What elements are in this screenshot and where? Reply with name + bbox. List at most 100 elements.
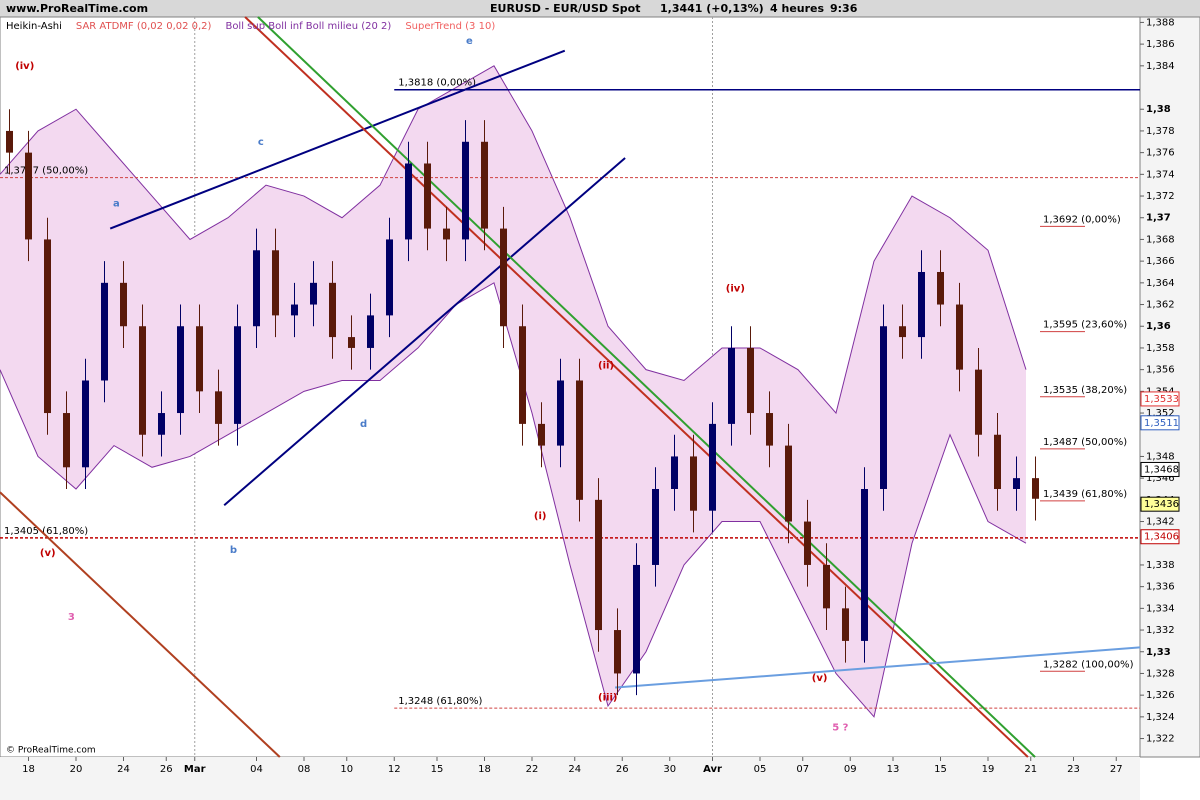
- wave-label: (iv): [15, 61, 34, 72]
- price-marker-label: 1,3468: [1144, 464, 1179, 475]
- candle-body: [614, 630, 621, 674]
- wave-label: 5 ?: [832, 723, 848, 734]
- y-tick-label: 1,356: [1146, 365, 1175, 376]
- price-marker-box: [1140, 461, 1180, 477]
- trend-line: [257, 16, 1036, 758]
- wave-label: a: [113, 199, 120, 210]
- fib-label: 1,3535 (38,20%): [1043, 385, 1127, 396]
- x-tick-label: Avr: [703, 764, 722, 775]
- price-marker-box: [1140, 415, 1180, 431]
- bollinger-upper: [0, 65, 1027, 415]
- y-tick-label: 1,374: [1146, 169, 1175, 180]
- price-marker-label: 1,3436: [1144, 499, 1179, 510]
- x-tick-label: 15: [431, 764, 444, 775]
- legend-entry: SAR ATDMF (0,02 0,02 0,2): [76, 21, 212, 32]
- candle-body: [462, 141, 469, 240]
- trend-line: [0, 491, 281, 758]
- x-tick-label: 20: [70, 764, 83, 775]
- price-marker-box: [1140, 496, 1180, 512]
- x-tick-label: 09: [844, 764, 857, 775]
- x-tick-label: 12: [388, 764, 401, 775]
- wave-label: d: [360, 419, 367, 430]
- header-bar: [0, 0, 1200, 17]
- candle-body: [310, 282, 317, 305]
- candle-body: [386, 239, 393, 316]
- period: 4 heures: [770, 2, 824, 15]
- x-axis-area: [0, 757, 1140, 800]
- candle-body: [956, 304, 963, 370]
- candle-body: [880, 326, 887, 489]
- candle-body: [367, 315, 374, 348]
- legend-entry: Heikin-Ashi: [6, 21, 62, 32]
- y-tick-label: 1,384: [1146, 61, 1175, 72]
- candle-body: [709, 423, 716, 511]
- x-tick-label: 13: [887, 764, 900, 775]
- level-label: 1,3405 (61,80%): [4, 526, 88, 537]
- site: www.ProRealTime.com: [6, 2, 148, 15]
- candle-body: [329, 282, 336, 338]
- y-tick-label: 1,33: [1146, 647, 1171, 658]
- candle-body: [82, 380, 89, 468]
- fib-label: 1,3487 (50,00%): [1043, 437, 1127, 448]
- wave-label: (iv): [726, 283, 745, 294]
- level-label: 1,3737 (50,00%): [4, 166, 88, 177]
- x-tick-label: 19: [982, 764, 995, 775]
- candle-body: [500, 228, 507, 327]
- y-tick-label: 1,372: [1146, 191, 1175, 202]
- candle-body: [101, 282, 108, 381]
- x-tick-label: 18: [22, 764, 35, 775]
- y-tick-label: 1,352: [1146, 408, 1175, 419]
- title: EURUSD - EUR/USD Spot: [490, 2, 641, 15]
- x-tick-label: 24: [117, 764, 130, 775]
- candle-body: [120, 282, 127, 327]
- candle-body: [861, 488, 868, 641]
- candle-body: [994, 434, 1001, 489]
- candle-body: [538, 423, 545, 446]
- wave-label: 3: [68, 612, 75, 623]
- x-tick-label: 05: [754, 764, 767, 775]
- y-tick-label: 1,358: [1146, 343, 1175, 354]
- candle-body: [690, 456, 697, 511]
- y-tick-label: 1,338: [1146, 560, 1175, 571]
- bollinger-lower: [0, 282, 1027, 718]
- quote: 1,3441 (+0,13%): [660, 2, 764, 15]
- x-tick-label: 04: [250, 764, 263, 775]
- candle-body: [557, 380, 564, 446]
- y-tick-label: 1,364: [1146, 278, 1175, 289]
- x-tick-label: 26: [616, 764, 629, 775]
- price-marker-label: 1,3511: [1144, 418, 1179, 429]
- y-tick-label: 1,332: [1146, 625, 1175, 636]
- wave-label: (v): [812, 673, 828, 684]
- candle-body: [652, 488, 659, 565]
- candle-body: [918, 271, 925, 338]
- price-marker-label: 1,3406: [1144, 532, 1179, 543]
- trend-line: [223, 157, 626, 507]
- x-tick-label: 30: [663, 764, 676, 775]
- y-tick-label: 1,322: [1146, 734, 1175, 745]
- candle-body: [481, 141, 488, 229]
- candle-body: [975, 369, 982, 435]
- candle-body: [215, 391, 222, 424]
- candle-body: [25, 152, 32, 240]
- fib-label: 1,3692 (0,00%): [1043, 214, 1121, 225]
- trend-line: [615, 646, 1141, 689]
- candle-body: [747, 347, 754, 414]
- x-tick-label: 07: [796, 764, 809, 775]
- candle-body: [785, 445, 792, 522]
- y-tick-label: 1,386: [1146, 39, 1175, 50]
- level-label: 1,3818 (0,00%): [398, 78, 476, 89]
- level-label: 1,3248 (61,80%): [398, 696, 482, 707]
- y-tick-label: 1,368: [1146, 234, 1175, 245]
- candle-body: [671, 456, 678, 489]
- candle-body: [291, 304, 298, 316]
- x-tick-label: 26: [160, 764, 173, 775]
- x-tick-label: 15: [934, 764, 947, 775]
- y-tick-label: 1,346: [1146, 473, 1175, 484]
- candle-body: [728, 347, 735, 424]
- trend-line: [109, 49, 566, 230]
- y-tick-label: 1,388: [1146, 17, 1175, 28]
- trend-line: [244, 16, 1029, 758]
- x-tick-label: 22: [526, 764, 539, 775]
- price-marker-box: [1140, 529, 1180, 545]
